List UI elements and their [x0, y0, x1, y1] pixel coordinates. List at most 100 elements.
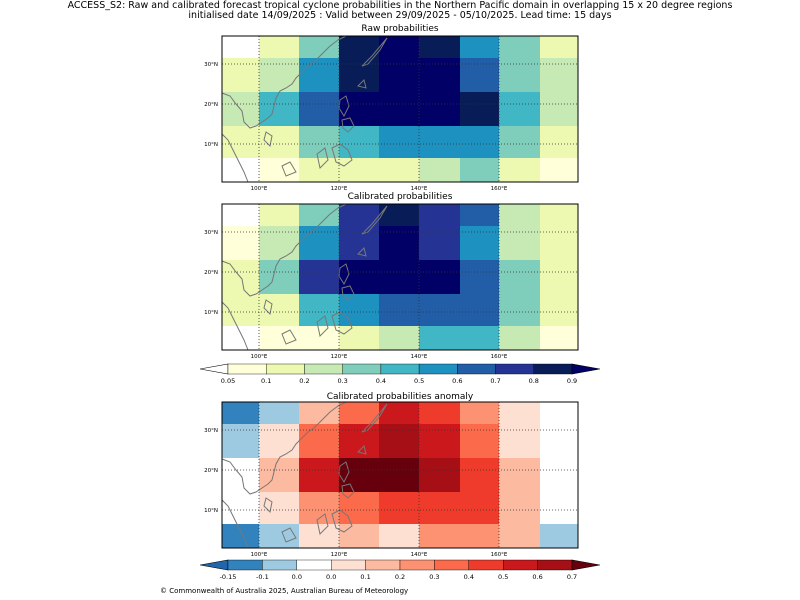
grid-cell	[460, 402, 499, 424]
coastline	[221, 133, 249, 183]
longitude-label: 160°E	[491, 354, 508, 360]
grid-cell	[460, 260, 499, 294]
island-outline	[263, 299, 273, 316]
grid-cell	[222, 492, 259, 524]
grid-cell	[419, 158, 460, 182]
grid-cell	[460, 458, 499, 492]
island-outline	[341, 285, 355, 301]
colorbar-tick-label: 0.8	[529, 377, 539, 385]
grid-cell	[299, 260, 339, 294]
grid-cell	[540, 294, 578, 326]
colorbar-segment	[380, 363, 420, 375]
grid-cell	[379, 294, 419, 326]
island-outline	[357, 79, 367, 89]
grid-cell	[339, 326, 379, 350]
colorbar-segment	[342, 363, 382, 375]
grid-cell	[259, 424, 299, 458]
grid-cell	[499, 294, 540, 326]
grid-cell	[499, 402, 540, 424]
grid-cell	[499, 158, 540, 182]
grid-cell	[540, 92, 578, 126]
colorbar-tick-label: 0.5	[414, 377, 424, 385]
grid-cell	[419, 58, 460, 92]
colorbar-segment	[227, 559, 263, 571]
colorbar-tick-label: 0.6	[532, 573, 542, 581]
colorbar-segment	[262, 559, 298, 571]
grid-cell	[419, 126, 460, 158]
colorbar-segment	[227, 363, 267, 375]
map-frame	[221, 401, 579, 549]
island-outline	[361, 37, 388, 67]
latitude-label: 30°N	[204, 62, 218, 68]
grid-cell	[499, 492, 540, 524]
grid-cell	[222, 402, 259, 424]
grid-cell	[499, 126, 540, 158]
grid-cell	[222, 226, 259, 260]
grid-cell	[339, 92, 379, 126]
colorbar-segment	[457, 363, 496, 375]
colorbar-extend-high	[571, 363, 601, 375]
grid-cell	[259, 36, 299, 58]
longitude-label: 140°E	[411, 354, 428, 360]
coastline	[221, 301, 249, 351]
grid-cell	[339, 492, 379, 524]
grid-cell	[379, 492, 419, 524]
grid-cell	[460, 294, 499, 326]
grid-cell	[339, 36, 379, 58]
grid-cell	[499, 58, 540, 92]
grid-cell	[540, 424, 578, 458]
colorbar-tick-label: -0.1	[256, 573, 269, 581]
grid-cell	[259, 524, 299, 548]
coastline	[221, 203, 347, 297]
latitude-label: 20°N	[204, 468, 218, 474]
grid-cell	[222, 524, 259, 548]
colorbar-segment	[503, 559, 538, 571]
grid-cell	[499, 204, 540, 226]
longitude-label: 100°E	[251, 552, 268, 558]
grid-cell	[339, 126, 379, 158]
grid-cell	[419, 260, 460, 294]
colorbar-extend-low	[199, 363, 229, 375]
grid-cell	[460, 92, 499, 126]
colorbar-segment	[365, 559, 401, 571]
colorbar-tick-label: 0.5	[498, 573, 508, 581]
grid-cell	[499, 524, 540, 548]
copyright-notice: © Commonwealth of Australia 2025, Austra…	[160, 587, 409, 595]
grid-cell	[339, 294, 379, 326]
island-outline	[341, 117, 355, 133]
grid-cell	[379, 36, 419, 58]
grid-cell	[339, 226, 379, 260]
coastline	[221, 35, 347, 129]
island-outline	[357, 445, 367, 455]
longitude-label: 100°E	[251, 186, 268, 192]
grid-cell	[540, 402, 578, 424]
grid-cell	[339, 158, 379, 182]
island-outline	[361, 403, 388, 433]
colorbar-segment	[304, 363, 343, 375]
grid-cell	[299, 226, 339, 260]
colorbar-segment	[330, 559, 366, 571]
coastline	[221, 499, 249, 549]
anomaly-panel-title: Calibrated probabilities anomaly	[326, 392, 474, 402]
grid-cell	[460, 36, 499, 58]
grid-cell	[419, 294, 460, 326]
colorbar-tick-label: 0.0	[292, 573, 302, 581]
grid-cell	[419, 424, 460, 458]
colorbar-tick-label: 0.4	[376, 377, 386, 385]
grid-cell	[259, 226, 299, 260]
longitude-label: 120°E	[331, 552, 348, 558]
grid-cell	[419, 36, 460, 58]
grid-cell	[222, 204, 259, 226]
grid-cell	[540, 226, 578, 260]
grid-cell	[339, 524, 379, 548]
island-outline	[338, 95, 350, 118]
grid-cell	[222, 126, 259, 158]
colorbar-tick-label: 0.4	[464, 573, 474, 581]
island-outline	[281, 329, 297, 345]
island-outline	[341, 483, 355, 499]
grid-cell	[460, 492, 499, 524]
grid-cell	[460, 158, 499, 182]
island-outline	[263, 497, 273, 514]
calibrated-probabilities-map: 100°E 120°E 140°E 160°E 30°N 20°N 10°N	[204, 203, 579, 360]
grid-cell	[222, 36, 259, 58]
